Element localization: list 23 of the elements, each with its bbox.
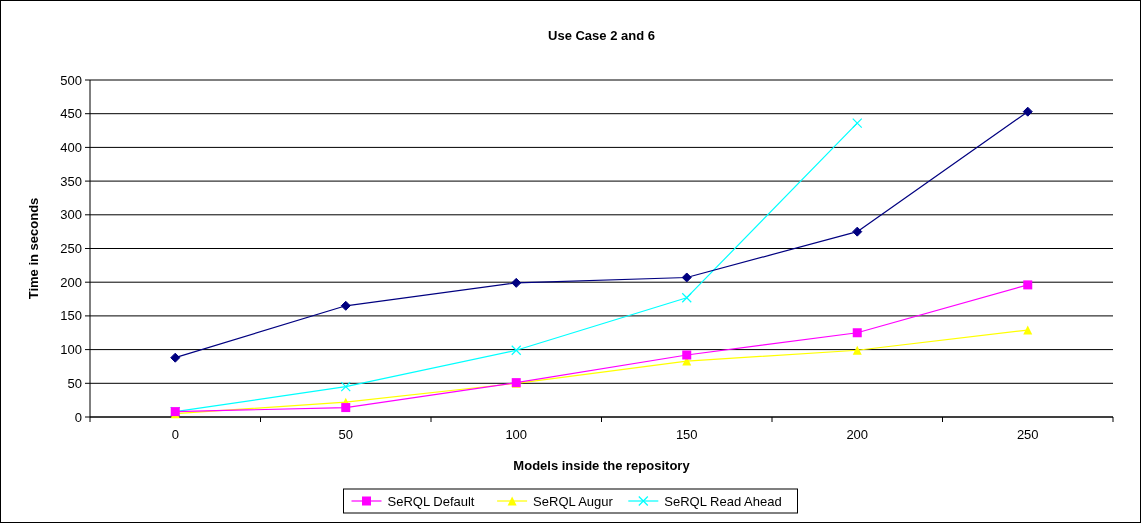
y-tick-label: 500 — [60, 72, 82, 88]
y-tick-label: 400 — [60, 139, 82, 155]
x-tick-label: 100 — [505, 427, 528, 442]
x-tick-label: 250 — [1016, 427, 1039, 442]
x-tick-label: 200 — [846, 427, 869, 442]
legend-label: SeRQL Read Ahead — [664, 494, 782, 509]
x-axis-title: Models inside the repository — [513, 458, 691, 473]
legend-label: SeRQL Default — [387, 494, 475, 509]
y-axis-title: Time in seconds — [26, 197, 41, 300]
y-tick-label: 200 — [60, 274, 82, 290]
y-tick-label: 150 — [60, 308, 82, 324]
chart-title: Use Case 2 and 6 — [548, 28, 655, 43]
y-tick-label: 0 — [74, 409, 82, 425]
y-tick-label: 50 — [67, 375, 82, 391]
x-tick-label: 0 — [171, 427, 179, 442]
x-tick-label: 50 — [338, 427, 353, 442]
legend-label: SeRQL Augur — [533, 494, 614, 509]
y-tick-label: 300 — [60, 207, 82, 223]
y-tick-label: 450 — [60, 106, 82, 122]
y-tick-label: 100 — [60, 342, 82, 358]
x-tick-label: 150 — [675, 427, 698, 442]
y-tick-label: 250 — [60, 241, 82, 256]
y-tick-label: 350 — [60, 173, 82, 189]
